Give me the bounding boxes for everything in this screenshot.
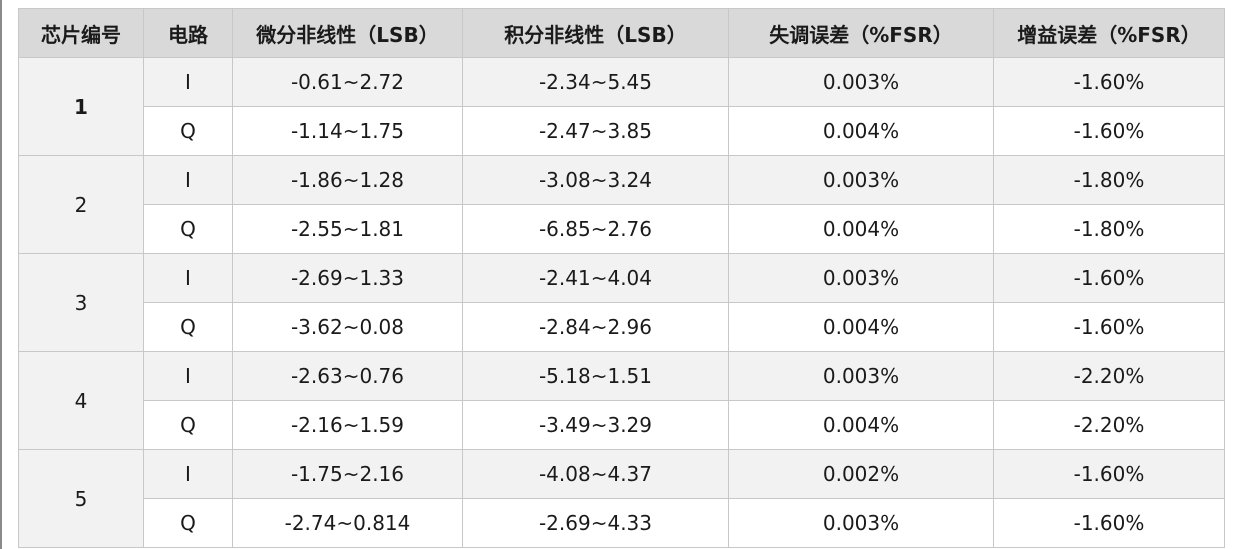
inl-cell: -2.41~4.04 <box>462 253 729 303</box>
circuit-cell: I <box>143 253 233 303</box>
table-row: 4 I -2.63~0.76 -5.18~1.51 0.003% -2.20% <box>18 351 1225 450</box>
header-circuit: 电路 <box>143 8 233 58</box>
circuit-cell: I <box>143 449 233 499</box>
chip-id-cell: 4 <box>18 351 144 450</box>
offset-error-cell: 0.003% <box>728 57 994 107</box>
table-row: 5 I -1.75~2.16 -4.08~4.37 0.002% -1.60% <box>18 449 1225 548</box>
inl-cell: -4.08~4.37 <box>462 449 729 499</box>
table-row: Q -2.55~1.81 -6.85~2.76 0.004% -1.80% <box>19 204 1225 254</box>
gain-error-cell: -1.60% <box>993 498 1225 548</box>
header-offset-error: 失调误差（%FSR） <box>728 8 994 58</box>
gain-error-cell: -1.80% <box>993 155 1225 205</box>
offset-error-cell: 0.003% <box>728 155 994 205</box>
chip-id-cell: 3 <box>18 253 144 352</box>
dnl-cell: -2.74~0.814 <box>232 498 463 548</box>
chip-id-cell: 5 <box>18 449 144 548</box>
gain-error-cell: -1.80% <box>993 204 1225 254</box>
window-left-border <box>0 0 2 549</box>
dnl-cell: -0.61~2.72 <box>232 57 463 107</box>
dnl-cell: -2.69~1.33 <box>232 253 463 303</box>
dnl-cell: -2.55~1.81 <box>232 204 463 254</box>
gain-error-cell: -2.20% <box>993 351 1225 401</box>
table-row: Q -1.14~1.75 -2.47~3.85 0.004% -1.60% <box>19 106 1225 156</box>
chip-id-cell: 2 <box>18 155 144 254</box>
dnl-cell: -2.63~0.76 <box>232 351 463 401</box>
offset-error-cell: 0.002% <box>728 449 994 499</box>
gain-error-cell: -2.20% <box>993 400 1225 450</box>
inl-cell: -3.08~3.24 <box>462 155 729 205</box>
dnl-cell: -1.86~1.28 <box>232 155 463 205</box>
table-header-row: 芯片编号 电路 微分非线性（LSB） 积分非线性（LSB） 失调误差（%FSR）… <box>18 8 1225 58</box>
offset-error-cell: 0.004% <box>728 400 994 450</box>
inl-cell: -2.69~4.33 <box>462 498 729 548</box>
offset-error-cell: 0.004% <box>728 204 994 254</box>
gain-error-cell: -1.60% <box>993 449 1225 499</box>
table-row: Q -2.16~1.59 -3.49~3.29 0.004% -2.20% <box>19 400 1225 450</box>
offset-error-cell: 0.004% <box>728 302 994 352</box>
inl-cell: -2.47~3.85 <box>462 106 729 156</box>
offset-error-cell: 0.003% <box>728 253 994 303</box>
header-dnl: 微分非线性（LSB） <box>232 8 463 58</box>
inl-cell: -2.84~2.96 <box>462 302 729 352</box>
inl-cell: -5.18~1.51 <box>462 351 729 401</box>
circuit-cell: Q <box>143 302 233 352</box>
inl-cell: -3.49~3.29 <box>462 400 729 450</box>
offset-error-cell: 0.004% <box>728 106 994 156</box>
chip-id-cell: 1 <box>18 57 144 156</box>
inl-cell: -6.85~2.76 <box>462 204 729 254</box>
table-row: 1 I -0.61~2.72 -2.34~5.45 0.003% -1.60% <box>18 57 1225 156</box>
adc-performance-table: 芯片编号 电路 微分非线性（LSB） 积分非线性（LSB） 失调误差（%FSR）… <box>18 8 1225 548</box>
circuit-cell: Q <box>143 204 233 254</box>
table-row: 3 I -2.69~1.33 -2.41~4.04 0.003% -1.60% <box>18 253 1225 352</box>
circuit-cell: Q <box>143 106 233 156</box>
header-inl: 积分非线性（LSB） <box>462 8 729 58</box>
table-row: Q -3.62~0.08 -2.84~2.96 0.004% -1.60% <box>19 302 1225 352</box>
header-chip-id: 芯片编号 <box>18 8 144 58</box>
dnl-cell: -3.62~0.08 <box>232 302 463 352</box>
header-gain-error: 增益误差（%FSR） <box>993 8 1225 58</box>
circuit-cell: Q <box>143 400 233 450</box>
dnl-cell: -2.16~1.59 <box>232 400 463 450</box>
gain-error-cell: -1.60% <box>993 106 1225 156</box>
gain-error-cell: -1.60% <box>993 253 1225 303</box>
gain-error-cell: -1.60% <box>993 57 1225 107</box>
gain-error-cell: -1.60% <box>993 302 1225 352</box>
inl-cell: -2.34~5.45 <box>462 57 729 107</box>
table-row: 2 I -1.86~1.28 -3.08~3.24 0.003% -1.80% <box>18 155 1225 254</box>
circuit-cell: I <box>143 155 233 205</box>
circuit-cell: I <box>143 351 233 401</box>
offset-error-cell: 0.003% <box>728 498 994 548</box>
dnl-cell: -1.14~1.75 <box>232 106 463 156</box>
circuit-cell: I <box>143 57 233 107</box>
dnl-cell: -1.75~2.16 <box>232 449 463 499</box>
table-row: Q -2.74~0.814 -2.69~4.33 0.003% -1.60% <box>19 498 1225 548</box>
offset-error-cell: 0.003% <box>728 351 994 401</box>
circuit-cell: Q <box>143 498 233 548</box>
